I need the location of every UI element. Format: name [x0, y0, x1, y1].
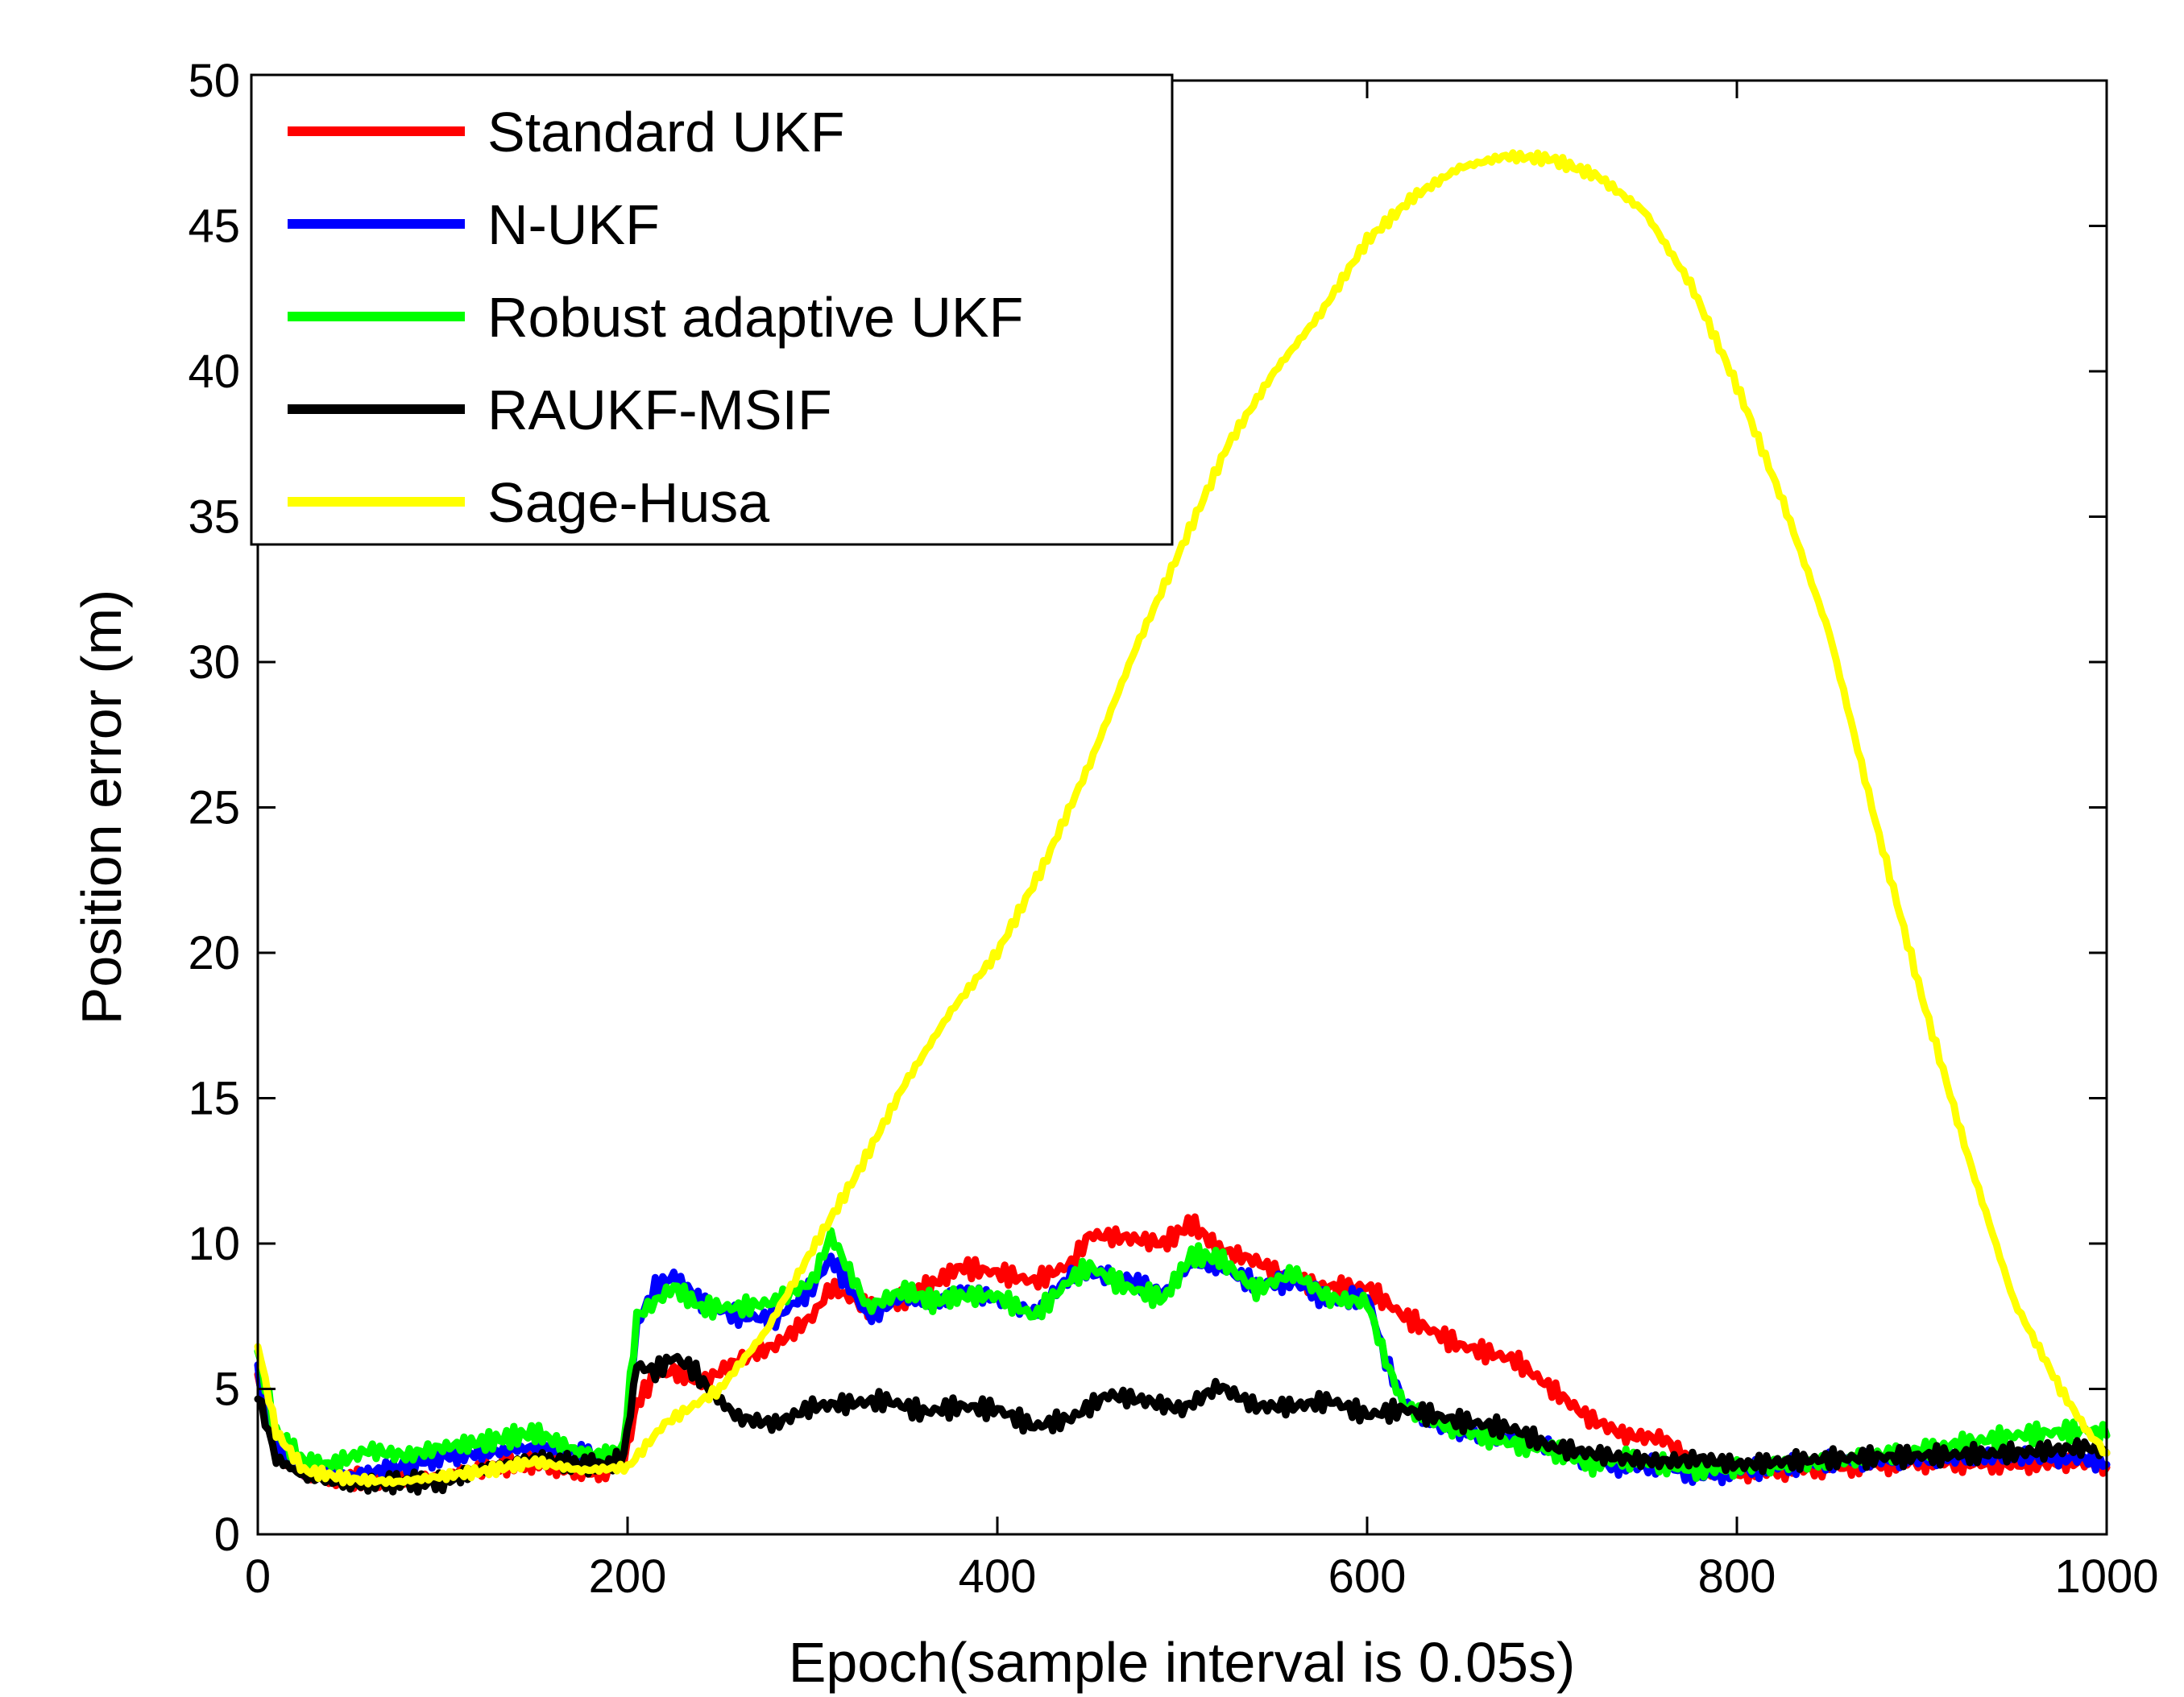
- y-tick-label: 15: [188, 1073, 240, 1125]
- y-tick-label: 45: [188, 201, 240, 253]
- x-tick-label: 800: [1698, 1550, 1776, 1603]
- legend-label: RAUKF-MSIF: [487, 379, 832, 441]
- y-axis-title: Position error (m): [70, 590, 133, 1025]
- y-tick-label: 10: [188, 1218, 240, 1270]
- legend-label: Standard UKF: [487, 101, 845, 163]
- x-tick-label: 200: [589, 1550, 667, 1603]
- x-tick-label: 1000: [2054, 1550, 2158, 1603]
- series-line-sage-husa: [254, 149, 2111, 1488]
- y-tick-label: 25: [188, 782, 240, 834]
- legend-label: Robust adaptive UKF: [487, 286, 1023, 349]
- y-tick-label: 20: [188, 927, 240, 979]
- y-tick-label: 40: [188, 346, 240, 398]
- y-tick-label: 35: [188, 491, 240, 544]
- y-tick-label: 30: [188, 636, 240, 689]
- y-tick-label: 50: [188, 55, 240, 107]
- x-axis-title: Epoch(sample interval is 0.05s): [789, 1631, 1576, 1694]
- x-tick-label: 0: [245, 1550, 271, 1603]
- x-tick-label: 400: [959, 1550, 1037, 1603]
- legend-box: [250, 73, 1174, 546]
- y-tick-label: 0: [214, 1509, 240, 1561]
- y-tick-label: 5: [214, 1364, 240, 1416]
- x-tick-label: 600: [1328, 1550, 1407, 1603]
- legend-label: Sage-Husa: [487, 471, 769, 534]
- legend: Standard UKF N-UKF Robust adaptive UKF RAUK…: [250, 73, 1174, 546]
- legend-label: N-UKF: [487, 193, 660, 256]
